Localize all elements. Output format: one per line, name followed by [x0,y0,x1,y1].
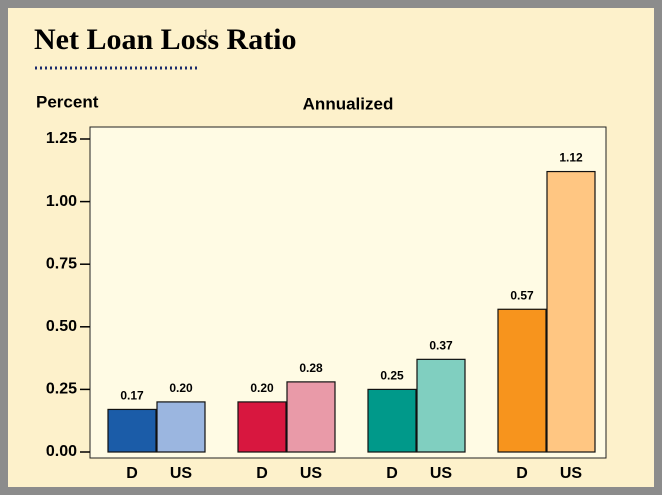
y-tick-label: 0.75 [46,255,77,272]
value-label: 0.37 [429,339,453,353]
x-tick-label: US [170,465,193,482]
bar [107,408,157,453]
value-label: 0.57 [510,288,534,302]
value-label: 0.17 [120,389,144,403]
bar [416,358,466,453]
y-tick-label: 1.25 [46,130,77,147]
x-tick-label: US [560,465,583,482]
bar [546,170,596,453]
x-tick-label: D [516,465,528,482]
title-footnote: 1 [203,28,209,40]
x-tick-label: US [430,465,453,482]
y-tick-label: 0.50 [46,318,77,335]
value-label: 1.12 [559,151,583,165]
value-label: 0.20 [169,381,193,395]
bar [367,388,417,453]
value-label: 0.20 [250,381,274,395]
bar [237,401,287,453]
value-label: 0.25 [380,369,404,383]
value-label: 0.28 [299,361,323,375]
x-tick-label: D [126,465,138,482]
bar [286,381,336,453]
bar [156,401,206,453]
x-tick-label: US [300,465,323,482]
y-tick-label: 0.00 [46,443,77,460]
y-tick-label: 1.00 [46,193,77,210]
y-axis-label: Percent [36,92,99,111]
x-tick-label: D [256,465,268,482]
chart-subtitle: Annualized [303,94,394,113]
bar [497,308,547,453]
x-tick-label: D [386,465,398,482]
y-tick-label: 0.25 [46,381,77,398]
chart-title: Net Loan Loss Ratio [34,23,297,56]
